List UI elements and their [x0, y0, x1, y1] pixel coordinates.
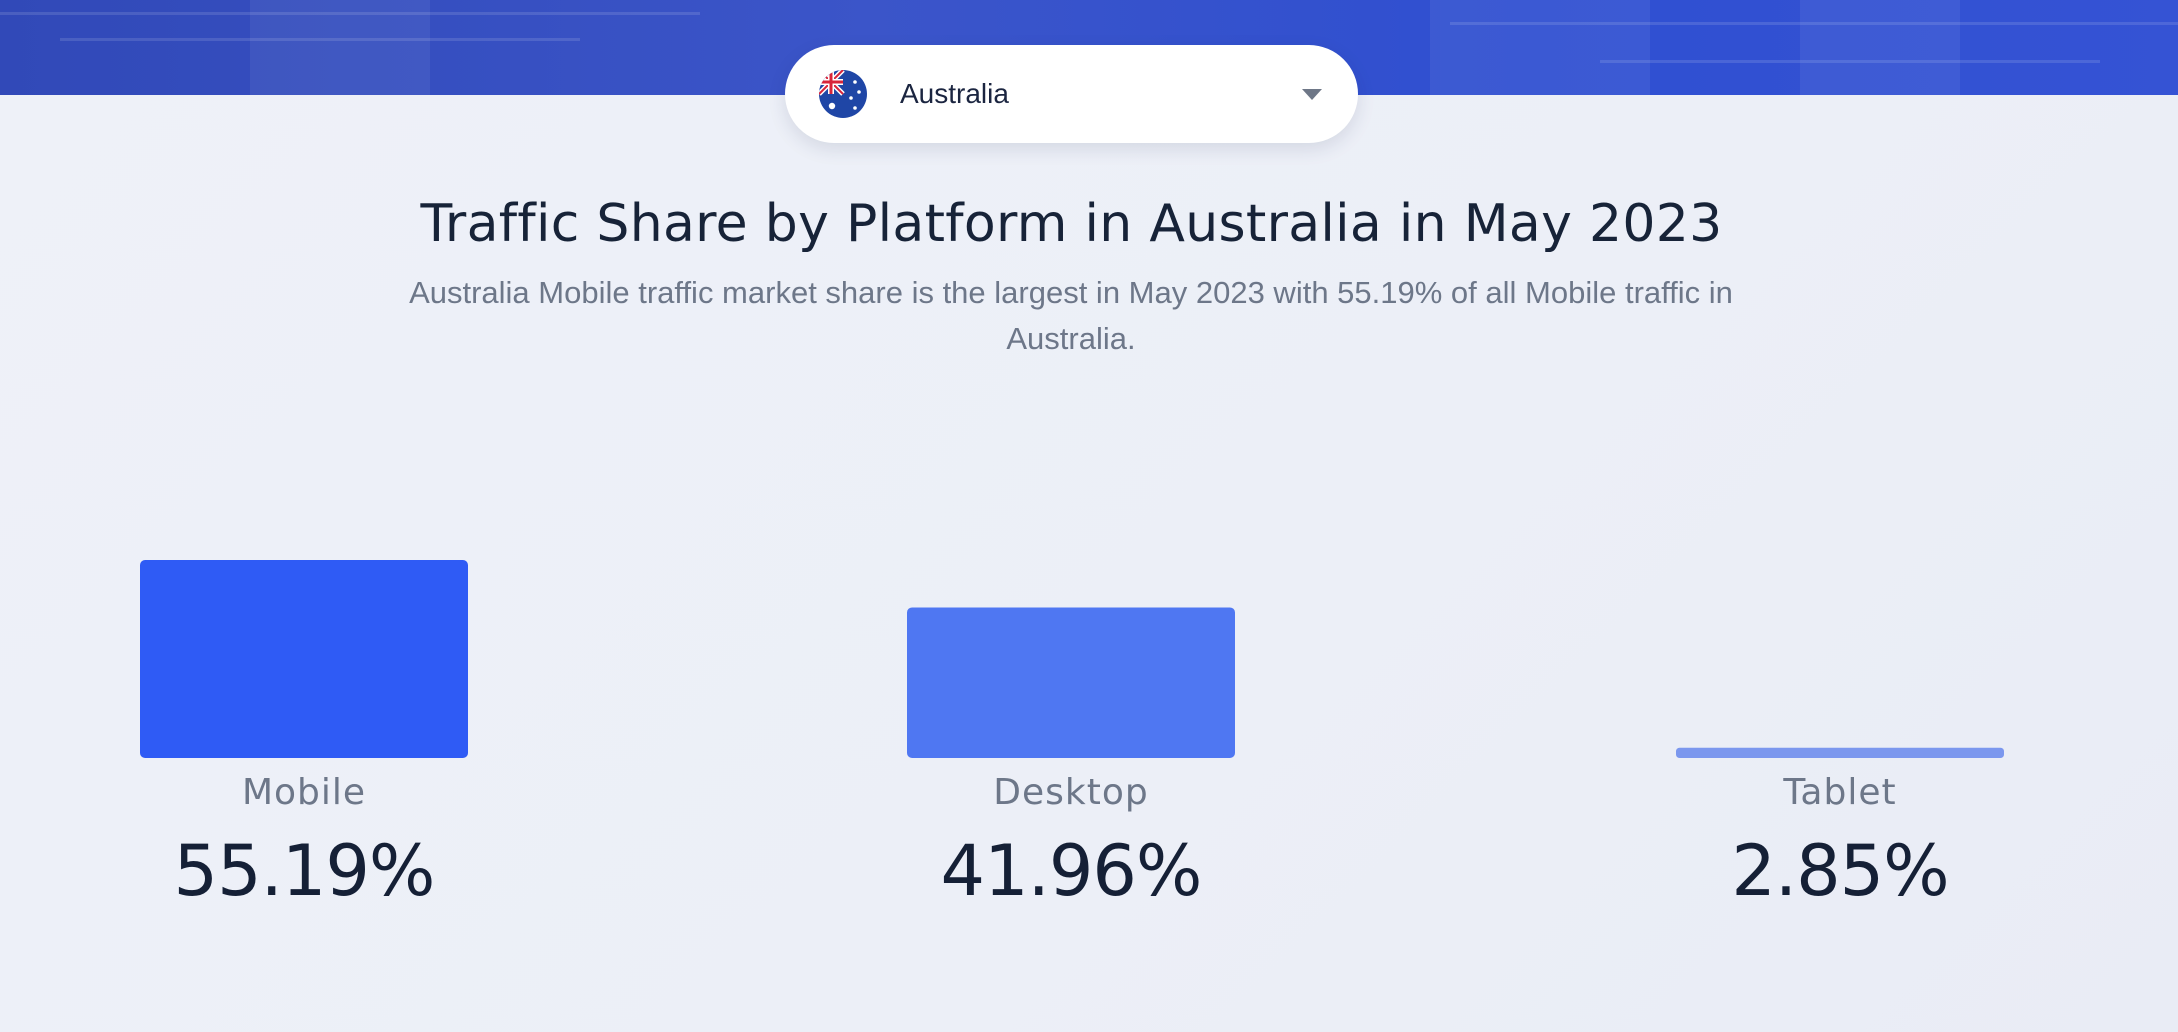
bar-label-mobile: Mobile: [241, 772, 367, 813]
chevron-down-icon[interactable]: [1302, 88, 1322, 100]
bar-value-mobile: 55.19%: [173, 830, 436, 912]
bar-tablet: [1676, 747, 2004, 758]
country-dropdown-value: Australia: [900, 78, 1009, 109]
bar-label-desktop: Desktop: [993, 772, 1149, 813]
bar-label-tablet: Tablet: [1783, 772, 1897, 813]
bar-value-tablet: 2.85%: [1731, 830, 1949, 912]
chart-title: Traffic Share by Platform in Australia i…: [420, 194, 1723, 254]
bar-desktop: [907, 607, 1235, 758]
bar-mobile: [140, 560, 468, 758]
country-dropdown[interactable]: Australia: [785, 45, 1358, 143]
australia-flag-icon: [819, 70, 867, 118]
chart-subtitle: Australia Mobile traffic market share is…: [409, 275, 1733, 356]
bar-value-desktop: 41.96%: [940, 830, 1203, 912]
